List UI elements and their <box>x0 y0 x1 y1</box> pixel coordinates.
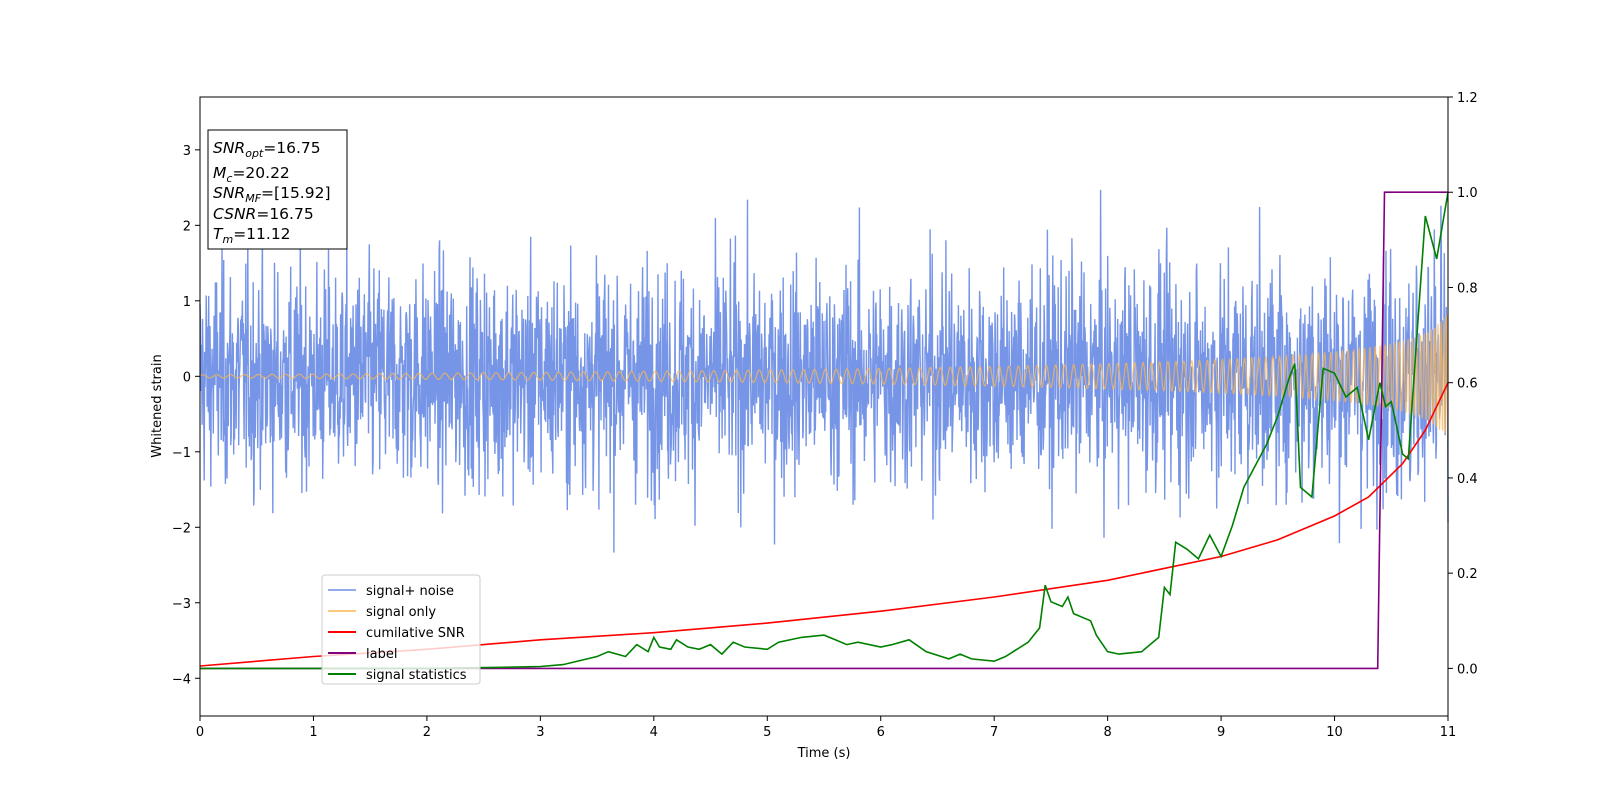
annotation-box: SNRopt=16.75 Mc=20.22 SNRMF=[15.92] CSNR… <box>207 129 348 250</box>
annotation-csnr: CSNR=16.75 <box>213 205 314 223</box>
y2-tick-label: 0.8 <box>1457 281 1478 296</box>
y-tick-label: −3 <box>172 597 191 612</box>
signal-noise-line <box>199 189 1449 553</box>
annotation-snr-mf: SNRMF=[15.92] <box>213 184 331 205</box>
x-tick-label: 2 <box>423 725 431 740</box>
signal-noise-series <box>199 189 1449 553</box>
y-axis-label: Whitened strain <box>150 354 165 457</box>
x-axis-ticks: 0 1 2 3 4 5 6 7 8 9 10 11 <box>196 716 1456 740</box>
x-tick-label: 7 <box>990 725 998 740</box>
y-tick-label: 0 <box>183 370 191 385</box>
x-axis-label: Time (s) <box>797 746 851 761</box>
annotation-mc: Mc=20.22 <box>213 164 290 185</box>
x-tick-label: 6 <box>877 725 885 740</box>
x-tick-label: 0 <box>196 725 204 740</box>
x-tick-label: 5 <box>763 725 771 740</box>
y-axis-ticks: −4 −3 −2 −1 0 1 2 3 <box>172 144 200 687</box>
annotation-snr-opt: SNRopt=16.75 <box>213 139 321 160</box>
y-tick-label: −4 <box>172 672 191 687</box>
x-tick-label: 9 <box>1217 725 1225 740</box>
y2-tick-label: 0.0 <box>1457 662 1478 677</box>
legend-label: signal+ noise <box>366 584 454 599</box>
cumulative-snr-line <box>199 382 1449 667</box>
y2-tick-label: 1.0 <box>1457 186 1478 201</box>
y2-tick-label: 0.2 <box>1457 567 1478 582</box>
signal-only-series <box>199 314 1449 441</box>
y-tick-label: −2 <box>172 521 191 536</box>
legend-label: signal statistics <box>366 668 467 683</box>
label-line <box>200 191 1448 670</box>
y2-tick-label: 0.6 <box>1457 377 1478 392</box>
signal-only-line <box>199 314 1449 441</box>
legend-frame <box>321 574 481 685</box>
y-tick-label: 2 <box>183 219 191 234</box>
annotation-tm: Tm=11.12 <box>213 225 291 246</box>
x-tick-label: 8 <box>1103 725 1111 740</box>
legend-label: signal only <box>366 605 436 620</box>
annotation-frame <box>207 129 348 250</box>
x-tick-label: 3 <box>536 725 544 740</box>
legend: signal+ noise signal only cumilative SNR la… <box>321 574 481 685</box>
plot-frame <box>199 96 1449 717</box>
signal-statistics-line <box>200 192 1449 670</box>
y-tick-label: 3 <box>183 144 191 159</box>
y2-axis-ticks: 0.0 0.2 0.4 0.6 0.8 1.0 1.2 <box>1448 91 1478 677</box>
x-tick-label: 4 <box>650 725 658 740</box>
y-tick-label: −1 <box>172 446 191 461</box>
y2-tick-label: 1.2 <box>1457 91 1478 106</box>
legend-label: cumilative SNR <box>366 626 465 641</box>
y2-tick-label: 0.4 <box>1457 472 1478 487</box>
x-tick-label: 11 <box>1440 725 1457 740</box>
right-axis-series-group <box>199 191 1449 670</box>
y-tick-label: 1 <box>183 295 191 310</box>
legend-label: label <box>366 647 397 662</box>
x-tick-label: 10 <box>1326 725 1343 740</box>
x-tick-label: 1 <box>309 725 317 740</box>
